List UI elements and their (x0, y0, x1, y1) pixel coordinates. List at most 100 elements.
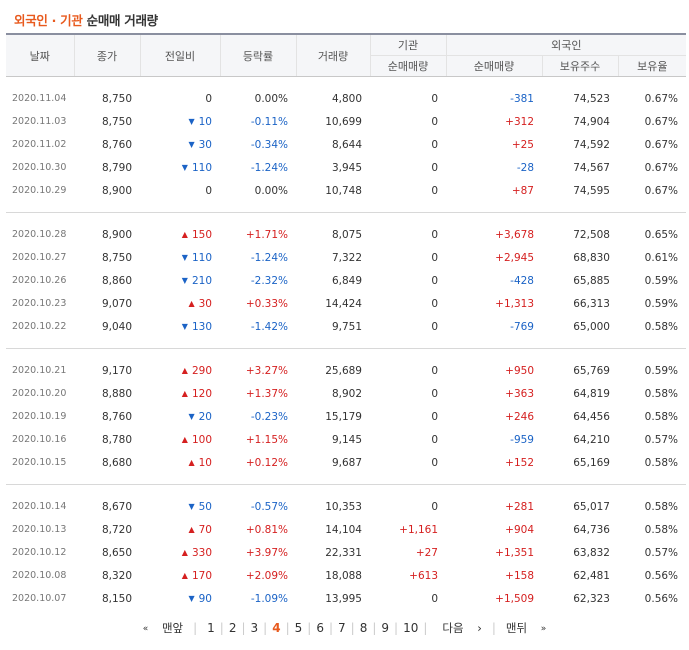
inst-net-cell: 0 (431, 92, 438, 105)
close-cell: 9,040 (101, 320, 132, 333)
change-cell: ▲ 330 (181, 546, 212, 559)
pager-first-link[interactable]: « 맨앞 (133, 620, 193, 636)
ratio-cell: 0.67% (644, 138, 679, 151)
table-row: 2020.10.20 8,880 ▲ 120 +1.37% 8,902 0 +363 64,81… (6, 382, 686, 405)
page-link-6[interactable]: 6 (316, 621, 324, 635)
page-link-4[interactable]: 4 (272, 621, 281, 635)
holdings-cell: 64,819 (573, 387, 610, 400)
chevron-right-icon: › (477, 621, 482, 635)
triangle-down-icon: ▼ (181, 162, 188, 172)
table-row: 2020.10.30 8,790 ▼ 110 -1.24% 3,945 0 -28 74,567… (6, 156, 686, 179)
pager-next-link[interactable]: 다음 › (432, 620, 491, 636)
header-ratio: 보유율 (617, 55, 687, 77)
change-cell: ▲ 10 (188, 456, 212, 469)
rate-cell: -0.34% (250, 138, 288, 151)
foreign-net-cell: +158 (505, 569, 534, 582)
triangle-up-icon: ▲ (181, 229, 188, 239)
triangle-down-icon: ▼ (181, 252, 188, 262)
triangle-up-icon: ▲ (181, 388, 188, 398)
page-link-10[interactable]: 10 (403, 621, 419, 635)
ratio-cell: 0.67% (644, 115, 679, 128)
date-cell: 2020.11.02 (12, 139, 67, 150)
foreign-net-cell: -769 (510, 320, 534, 333)
triangle-down-icon: ▼ (188, 139, 195, 149)
volume-cell: 9,687 (331, 456, 362, 469)
ratio-cell: 0.67% (644, 92, 679, 105)
close-cell: 8,790 (101, 161, 132, 174)
ratio-cell: 0.57% (644, 546, 679, 559)
holdings-cell: 65,769 (573, 364, 610, 377)
rate-cell: +3.97% (245, 546, 288, 559)
change-cell: 0 (205, 184, 212, 197)
date-cell: 2020.10.13 (12, 524, 67, 535)
close-cell: 8,880 (101, 387, 132, 400)
triangle-up-icon: ▲ (181, 434, 188, 444)
close-cell: 8,760 (101, 410, 132, 423)
table-row: 2020.10.28 8,900 ▲ 150 +1.71% 8,075 0 +3,678 72,… (6, 223, 686, 246)
triangle-down-icon: ▼ (188, 501, 195, 511)
table-row: 2020.10.08 8,320 ▲ 170 +2.09% 18,088 +613 +158 6… (6, 564, 686, 587)
foreign-net-cell: -381 (510, 92, 534, 105)
change-cell: ▼ 90 (188, 592, 212, 605)
holdings-cell: 65,885 (573, 274, 610, 287)
pager-last-link[interactable]: 맨뒤 » (496, 620, 556, 636)
inst-net-cell: 0 (431, 320, 438, 333)
foreign-net-cell: +950 (505, 364, 534, 377)
header-rate: 등락률 (219, 33, 296, 77)
change-cell: ▲ 170 (181, 569, 212, 582)
inst-net-cell: 0 (431, 500, 438, 513)
foreign-net-cell: +363 (505, 387, 534, 400)
volume-cell: 9,751 (331, 320, 362, 333)
date-cell: 2020.10.16 (12, 434, 67, 445)
triangle-down-icon: ▼ (181, 321, 188, 331)
triangle-down-icon: ▼ (181, 275, 188, 285)
close-cell: 8,900 (101, 184, 132, 197)
date-cell: 2020.10.27 (12, 252, 67, 263)
inst-net-cell: 0 (431, 433, 438, 446)
date-cell: 2020.10.26 (12, 275, 67, 286)
rate-cell: -0.57% (250, 500, 288, 513)
foreign-net-cell: +281 (505, 500, 534, 513)
inst-net-cell: +613 (409, 569, 438, 582)
page-link-7[interactable]: 7 (338, 621, 346, 635)
close-cell: 8,650 (101, 546, 132, 559)
close-cell: 8,900 (101, 228, 132, 241)
close-cell: 8,680 (101, 456, 132, 469)
volume-cell: 6,849 (331, 274, 362, 287)
date-cell: 2020.10.12 (12, 547, 67, 558)
holdings-cell: 68,830 (573, 251, 610, 264)
ratio-cell: 0.59% (644, 364, 679, 377)
close-cell: 8,720 (101, 523, 132, 536)
rate-cell: +3.27% (245, 364, 288, 377)
page-link-2[interactable]: 2 (228, 621, 237, 635)
table-row: 2020.10.22 9,040 ▼ 130 -1.42% 9,751 0 -769 65,00… (6, 315, 686, 338)
table-row: 2020.10.13 8,720 ▲ 70 +0.81% 14,104 +1,161 +904… (6, 518, 686, 541)
table-row: 2020.10.16 8,780 ▲ 100 +1.15% 9,145 0 -959 64,21… (6, 428, 686, 451)
change-cell: ▼ 210 (181, 274, 212, 287)
volume-cell: 8,075 (331, 228, 362, 241)
page-link-1[interactable]: 1 (207, 621, 215, 635)
rate-cell: -1.42% (250, 320, 288, 333)
table-row: 2020.11.03 8,750 ▼ 10 -0.11% 10,699 0 +312 74,90… (6, 110, 686, 133)
volume-cell: 7,322 (331, 251, 362, 264)
foreign-net-cell: +3,678 (495, 228, 534, 241)
page-link-9[interactable]: 9 (381, 621, 390, 635)
date-cell: 2020.10.19 (12, 411, 67, 422)
holdings-cell: 64,210 (573, 433, 610, 446)
page-link-3[interactable]: 3 (250, 621, 259, 635)
triangle-down-icon: ▼ (188, 116, 195, 126)
volume-cell: 18,088 (325, 569, 362, 582)
inst-net-cell: 0 (431, 184, 438, 197)
volume-cell: 10,353 (325, 500, 362, 513)
header-institution: 기관 (369, 33, 446, 56)
ratio-cell: 0.67% (644, 161, 679, 174)
rate-cell: -2.32% (250, 274, 288, 287)
page-link-8[interactable]: 8 (359, 621, 368, 635)
header-holdings: 보유주수 (541, 55, 618, 77)
foreign-net-cell: -428 (510, 274, 534, 287)
date-cell: 2020.10.30 (12, 162, 67, 173)
page-link-5[interactable]: 5 (294, 621, 303, 635)
close-cell: 8,670 (101, 500, 132, 513)
inst-net-cell: 0 (431, 251, 438, 264)
foreign-net-cell: +246 (505, 410, 534, 423)
